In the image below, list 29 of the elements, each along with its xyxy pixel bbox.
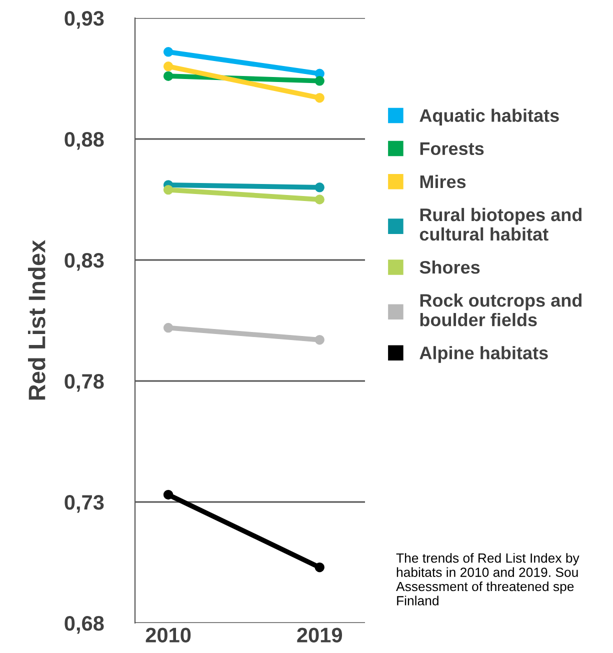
legend-label: Shores <box>420 260 480 274</box>
y-tick-label: 0,93 <box>64 11 104 29</box>
point <box>314 335 324 345</box>
point <box>314 93 324 103</box>
legend-label: Alpine habitats <box>420 346 548 363</box>
point <box>163 47 174 57</box>
text: The trends of Red List Index by habitats in 2010 and 2019. Sou Assessment of threatened spe Finland <box>396 553 580 606</box>
y-tick-label: 0,73 <box>64 495 104 513</box>
legend-label: Mires <box>420 174 466 188</box>
point <box>163 490 174 500</box>
point <box>163 71 174 81</box>
point <box>314 182 324 192</box>
legend-label: Rock outcrops and boulder fields <box>420 294 582 326</box>
point <box>314 194 324 204</box>
x-tick-label: 2010 <box>146 628 191 642</box>
x-tick-label: 2019 <box>297 628 342 642</box>
y-tick-label: 0,83 <box>64 253 104 271</box>
y-tick-label: 0,68 <box>64 616 104 634</box>
legend-label: Forests <box>420 142 484 156</box>
point <box>163 62 174 72</box>
y-tick-label: 0,78 <box>64 374 104 392</box>
point <box>314 562 324 572</box>
point <box>314 76 324 86</box>
legend-label: Rural biotopes and cultural habitat <box>420 208 582 241</box>
y-tick-label: 0,88 <box>64 132 104 150</box>
point <box>163 184 174 195</box>
legend-label: Aquatic habitats <box>420 108 559 126</box>
y-axis-title: Red List Index <box>28 240 46 400</box>
point <box>163 322 174 333</box>
